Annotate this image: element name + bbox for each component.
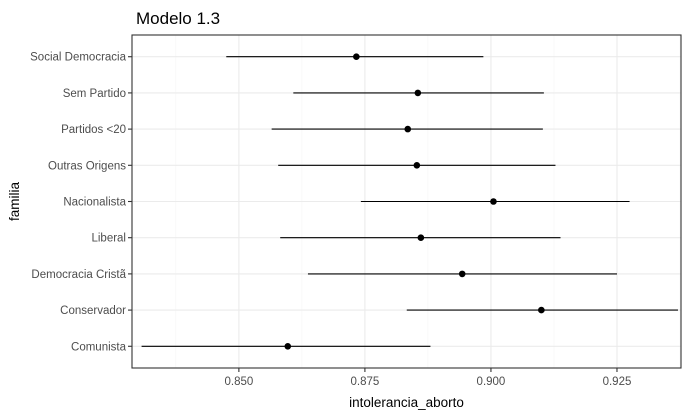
estimate-points xyxy=(284,53,545,350)
estimate-point xyxy=(490,198,497,205)
estimate-point xyxy=(353,53,360,61)
y-tick-label: Partidos <20 xyxy=(61,124,126,136)
estimate-point xyxy=(417,234,425,241)
x-tick-label: 0.900 xyxy=(477,376,506,388)
estimate-point xyxy=(413,162,421,169)
x-tick-label: 0.875 xyxy=(351,376,380,388)
y-tick-label: Liberal xyxy=(91,233,126,245)
y-tick-label: Sem Partido xyxy=(63,88,126,100)
y-tick-label: Democracia Cristã xyxy=(31,269,126,281)
estimate-point xyxy=(538,306,545,314)
x-axis: 0.850 0.875 0.900 0.925 xyxy=(224,368,631,388)
estimate-point xyxy=(284,342,292,350)
y-tick-label: Social Democracia xyxy=(30,52,126,64)
estimate-point xyxy=(404,125,412,133)
y-axis-title: familia xyxy=(7,182,22,222)
x-axis-title: intolerancia_aborto xyxy=(349,395,464,410)
y-tick-label: Conservador xyxy=(60,305,126,317)
y-axis: Social Democracia Sem Partido Partidos <20… xyxy=(30,52,132,353)
x-tick-label: 0.850 xyxy=(224,376,253,388)
estimate-point xyxy=(458,270,466,278)
x-tick-label: 0.925 xyxy=(603,376,632,388)
estimate-point xyxy=(414,89,422,97)
chart-title: Modelo 1.3 xyxy=(136,9,220,28)
y-tick-label: Nacionalista xyxy=(63,197,126,209)
y-tick-label: Comunista xyxy=(71,341,127,353)
y-tick-label: Outras Origens xyxy=(48,160,126,172)
